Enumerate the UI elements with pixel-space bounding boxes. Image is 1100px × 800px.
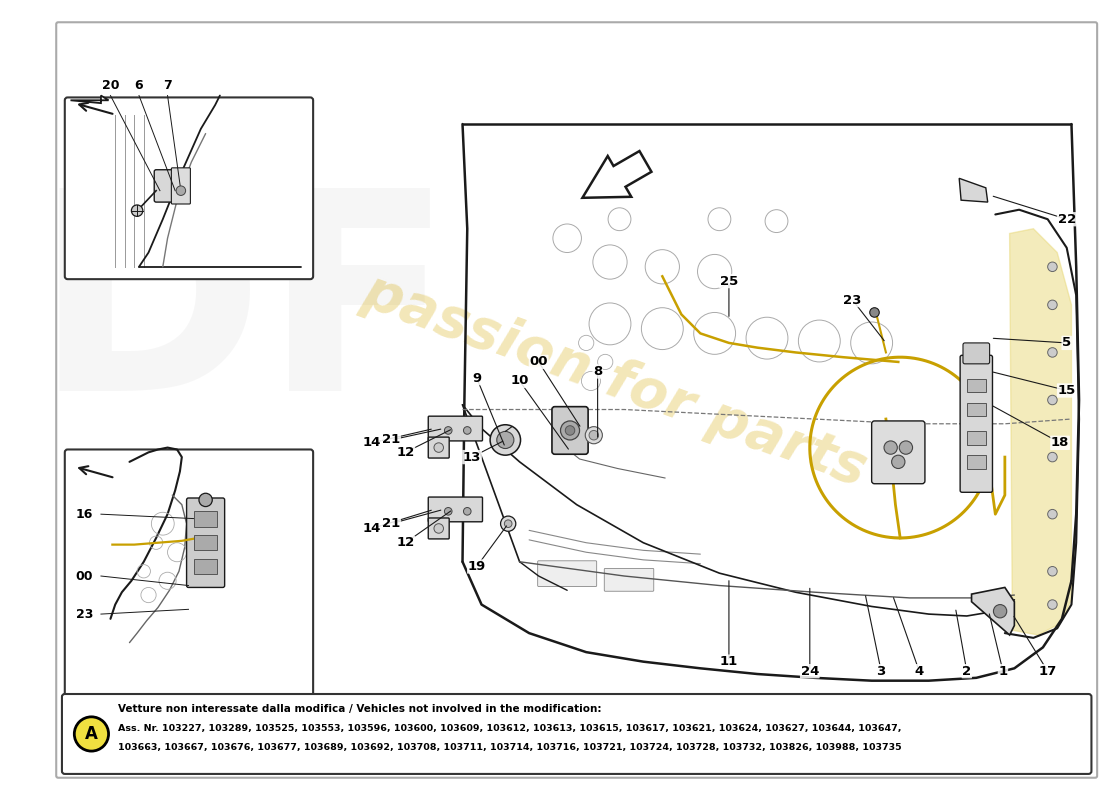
- Text: 19: 19: [468, 560, 486, 573]
- Circle shape: [561, 421, 580, 440]
- Text: 9: 9: [472, 372, 482, 385]
- Text: A: A: [85, 725, 98, 743]
- FancyBboxPatch shape: [62, 694, 1091, 774]
- Circle shape: [1047, 510, 1057, 519]
- Text: 12: 12: [396, 446, 415, 459]
- Circle shape: [75, 717, 109, 751]
- Circle shape: [1047, 395, 1057, 405]
- Polygon shape: [70, 95, 109, 103]
- Text: Vetture non interessate dalla modifica / Vehicles not involved in the modificati: Vetture non interessate dalla modifica /…: [118, 704, 602, 714]
- FancyBboxPatch shape: [154, 170, 182, 202]
- Text: 12: 12: [396, 536, 415, 550]
- Text: 22: 22: [1057, 213, 1076, 226]
- Bar: [195, 559, 217, 574]
- FancyBboxPatch shape: [552, 406, 589, 454]
- Bar: [195, 511, 217, 526]
- Text: 4: 4: [914, 665, 924, 678]
- FancyBboxPatch shape: [65, 450, 313, 702]
- Text: 8: 8: [593, 365, 602, 378]
- Circle shape: [500, 516, 516, 531]
- Circle shape: [993, 605, 1007, 618]
- Circle shape: [497, 431, 514, 449]
- Circle shape: [131, 205, 143, 216]
- Text: 6: 6: [134, 78, 143, 92]
- Circle shape: [444, 426, 452, 434]
- FancyBboxPatch shape: [428, 437, 449, 458]
- Bar: [967, 379, 986, 392]
- Bar: [195, 535, 217, 550]
- Text: 23: 23: [844, 294, 861, 306]
- Text: 23: 23: [76, 607, 94, 621]
- Circle shape: [870, 308, 879, 318]
- Polygon shape: [971, 587, 1014, 635]
- Text: 13: 13: [463, 450, 481, 463]
- FancyBboxPatch shape: [428, 416, 483, 441]
- Circle shape: [1047, 300, 1057, 310]
- Circle shape: [1047, 566, 1057, 576]
- FancyBboxPatch shape: [172, 168, 190, 204]
- Circle shape: [585, 426, 603, 444]
- Polygon shape: [959, 178, 988, 202]
- Bar: [967, 403, 986, 416]
- Text: Ass. Nr. 103227, 103289, 103525, 103553, 103596, 103600, 103609, 103612, 103613,: Ass. Nr. 103227, 103289, 103525, 103553,…: [118, 724, 902, 733]
- Text: 15: 15: [1057, 384, 1076, 397]
- FancyBboxPatch shape: [428, 497, 483, 522]
- Text: 25: 25: [719, 274, 738, 287]
- Text: 20: 20: [101, 78, 119, 92]
- Text: 10: 10: [510, 374, 529, 387]
- Circle shape: [884, 441, 898, 454]
- Text: passion for parts: passion for parts: [355, 265, 874, 498]
- FancyBboxPatch shape: [65, 98, 313, 279]
- Circle shape: [463, 507, 471, 515]
- Circle shape: [176, 186, 186, 195]
- Text: 00: 00: [529, 355, 548, 369]
- Text: 21: 21: [382, 517, 400, 530]
- Circle shape: [491, 425, 520, 455]
- FancyBboxPatch shape: [428, 518, 449, 539]
- Circle shape: [505, 520, 512, 527]
- FancyBboxPatch shape: [871, 421, 925, 484]
- Circle shape: [1047, 348, 1057, 357]
- Text: 2: 2: [962, 665, 971, 678]
- Circle shape: [892, 455, 905, 469]
- Text: 3: 3: [877, 665, 886, 678]
- FancyBboxPatch shape: [962, 343, 990, 364]
- Circle shape: [434, 443, 443, 452]
- Text: 1: 1: [999, 665, 1008, 678]
- Circle shape: [1047, 262, 1057, 271]
- Circle shape: [1047, 452, 1057, 462]
- Circle shape: [444, 507, 452, 515]
- Text: 16: 16: [76, 508, 94, 521]
- Text: 00: 00: [76, 570, 94, 582]
- Text: 7: 7: [163, 78, 172, 92]
- Polygon shape: [582, 151, 651, 198]
- Text: 17: 17: [1038, 665, 1057, 678]
- Bar: [967, 455, 986, 469]
- Text: 11: 11: [719, 655, 738, 668]
- Circle shape: [565, 426, 575, 435]
- Circle shape: [899, 441, 913, 454]
- Text: 5: 5: [1063, 337, 1071, 350]
- Text: DF: DF: [33, 179, 454, 450]
- Text: 24: 24: [801, 665, 820, 678]
- Text: 14: 14: [363, 522, 382, 535]
- Bar: [967, 431, 986, 445]
- Circle shape: [199, 494, 212, 506]
- Text: 21: 21: [382, 434, 400, 446]
- FancyBboxPatch shape: [604, 569, 653, 591]
- FancyBboxPatch shape: [960, 355, 992, 492]
- Circle shape: [1047, 600, 1057, 610]
- Polygon shape: [1010, 229, 1071, 635]
- Text: 14: 14: [363, 436, 382, 450]
- Text: 18: 18: [1050, 436, 1069, 450]
- FancyBboxPatch shape: [187, 498, 224, 587]
- Text: 103663, 103667, 103676, 103677, 103689, 103692, 103708, 103711, 103714, 103716, : 103663, 103667, 103676, 103677, 103689, …: [118, 742, 902, 752]
- Circle shape: [434, 524, 443, 534]
- FancyBboxPatch shape: [538, 561, 596, 586]
- Circle shape: [463, 426, 471, 434]
- Circle shape: [590, 430, 598, 440]
